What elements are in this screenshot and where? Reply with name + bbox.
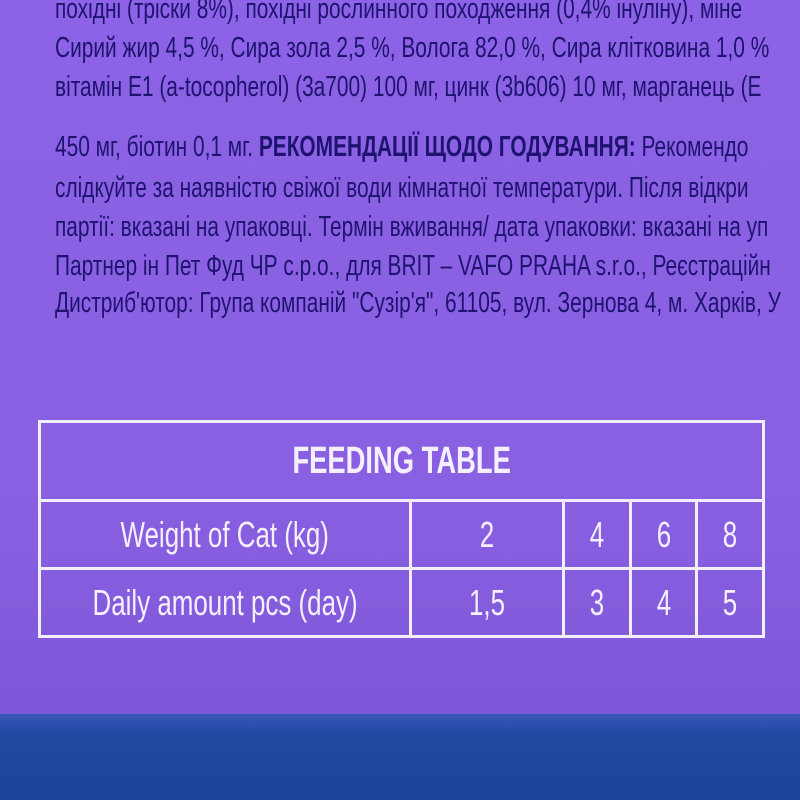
row-label: Daily amount pcs (day) bbox=[37, 567, 413, 638]
feeding-recommendations-heading: РЕКОМЕНДАЦІЇ ЩОДО ГОДУВАННЯ: bbox=[258, 131, 636, 163]
text-line: Дистриб'ютор: Група компаній "Сузір'я", … bbox=[55, 287, 781, 319]
text-line: похідні (тріски 8%), похідні рослинного … bbox=[55, 0, 743, 25]
table-cell: 1,5 bbox=[409, 567, 566, 638]
table-row: Weight of Cat (kg) 2 4 6 8 bbox=[37, 499, 765, 570]
text-line: Сирий жир 4,5 %, Сира зола 2,5 %, Волога… bbox=[55, 32, 770, 64]
blue-bottom-band bbox=[0, 714, 800, 800]
row-label: Weight of Cat (kg) bbox=[37, 499, 413, 570]
text-segment: 450 мг, біотин 0,1 мг. bbox=[55, 131, 254, 163]
text-line: 450 мг, біотин 0,1 мг. РЕКОМЕНДАЦІЇ ЩОДО… bbox=[55, 130, 748, 164]
text-line: партії: вказані на упаковці. Термін вжив… bbox=[55, 211, 769, 243]
table-cell: 2 bbox=[409, 499, 566, 570]
table-cell: 3 bbox=[562, 567, 632, 638]
table-cell: 4 bbox=[562, 499, 632, 570]
text-line: слідкуйте за наявністю свіжої води кімна… bbox=[55, 172, 749, 204]
table-cell: 5 bbox=[695, 567, 765, 638]
text-segment: Рекомендо bbox=[641, 131, 749, 163]
table-cell: 4 bbox=[628, 567, 699, 638]
table-row: Daily amount pcs (day) 1,5 3 4 5 bbox=[37, 567, 765, 638]
table-cell: 8 bbox=[695, 499, 765, 570]
text-line: Партнер ін Пет Фуд ЧР с.р.о., для BRIT –… bbox=[55, 250, 771, 282]
feeding-table: FEEDING TABLE Weight of Cat (kg) 2 4 6 8… bbox=[37, 420, 765, 638]
table-title: FEEDING TABLE bbox=[38, 420, 765, 502]
text-line: вітамін E1 (a-tocopherol) (3a700) 100 мг… bbox=[55, 71, 762, 103]
table-cell: 6 bbox=[628, 499, 699, 570]
